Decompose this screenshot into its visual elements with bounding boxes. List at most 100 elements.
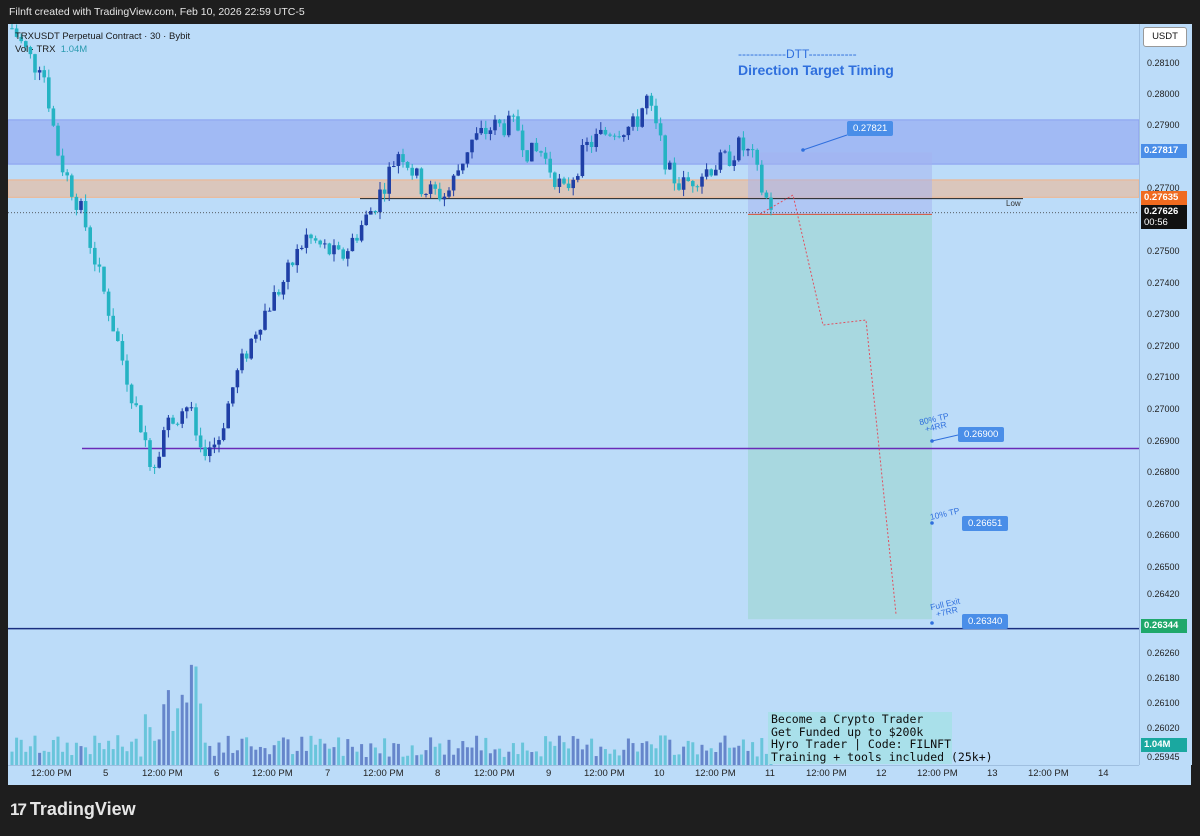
candle-body bbox=[428, 184, 433, 194]
volume-bar bbox=[544, 736, 548, 765]
volume-bar bbox=[93, 735, 97, 765]
candle-body bbox=[364, 214, 368, 226]
volume-bar bbox=[631, 743, 635, 765]
volume-bar bbox=[157, 739, 161, 765]
volume-bar bbox=[291, 754, 295, 765]
candle-body bbox=[456, 170, 460, 176]
position-risk-box bbox=[748, 152, 932, 215]
time-tick: 8 bbox=[435, 768, 441, 779]
tp80-target-tag[interactable]: 0.26900 bbox=[958, 427, 1005, 442]
tag-connector bbox=[802, 134, 848, 151]
volume-bar bbox=[590, 738, 594, 765]
currency-button[interactable]: USDT bbox=[1143, 27, 1187, 47]
volume-bar bbox=[654, 748, 658, 765]
volume-bar bbox=[61, 751, 65, 765]
candle-body bbox=[336, 245, 341, 250]
volume-bar bbox=[222, 752, 226, 765]
volume-bar bbox=[84, 747, 88, 765]
volume-bar bbox=[401, 756, 405, 765]
candle-body bbox=[378, 189, 382, 213]
price-tick: 0.27400 bbox=[1147, 278, 1180, 288]
time-axis[interactable] bbox=[8, 765, 1139, 786]
candle-body bbox=[746, 149, 750, 151]
volume-bar bbox=[97, 742, 101, 765]
price-tick: 0.28000 bbox=[1147, 89, 1180, 99]
tp10-target-tag[interactable]: 0.26651 bbox=[962, 516, 1009, 531]
volume-bar bbox=[530, 752, 534, 765]
volume-bar bbox=[516, 754, 520, 765]
volume-bar bbox=[442, 754, 446, 765]
volume-bar bbox=[162, 704, 166, 765]
position-target-box bbox=[748, 214, 932, 620]
chart-area[interactable] bbox=[8, 24, 1139, 765]
volume-bar bbox=[263, 748, 267, 765]
volume-bar bbox=[636, 751, 640, 765]
price-chart[interactable] bbox=[8, 24, 1139, 765]
countdown-label: 00:56 bbox=[1141, 217, 1187, 229]
volume-bar bbox=[493, 749, 497, 765]
candle-body bbox=[681, 177, 686, 190]
candle-body bbox=[645, 95, 649, 109]
volume-bar bbox=[130, 741, 134, 765]
price-tick: 0.27500 bbox=[1147, 246, 1180, 256]
volume-bar bbox=[498, 748, 502, 765]
volume-bar bbox=[74, 742, 78, 765]
volume-bar bbox=[245, 737, 249, 765]
volume-bar bbox=[148, 727, 152, 765]
volume-bar bbox=[268, 754, 272, 765]
price-tick: 0.26600 bbox=[1147, 530, 1180, 540]
volume-bar bbox=[682, 746, 686, 765]
volume-bar bbox=[378, 753, 382, 765]
candle-body bbox=[714, 169, 718, 176]
volume-bar bbox=[387, 756, 391, 765]
volume-bar bbox=[304, 750, 308, 765]
time-tick: 5 bbox=[103, 768, 109, 779]
candle-body bbox=[649, 95, 654, 106]
symbol-line[interactable]: TRXUSDT Perpetual Contract · 30 · Bybit bbox=[15, 31, 191, 42]
candle-body bbox=[769, 197, 773, 210]
candle-body bbox=[290, 262, 295, 266]
dtt-line1: ------------DTT------------ bbox=[738, 47, 857, 61]
candle-body bbox=[162, 430, 166, 457]
volume-bar bbox=[346, 739, 350, 765]
volume-bar bbox=[507, 751, 511, 765]
creator-text: Filnft created with TradingView.com, Feb… bbox=[9, 6, 305, 18]
candle-body bbox=[700, 176, 704, 187]
volume-bar bbox=[153, 740, 157, 765]
volume-bar bbox=[199, 703, 203, 765]
entry-target-tag[interactable]: 0.27821 bbox=[847, 121, 894, 136]
candle-body bbox=[470, 139, 474, 153]
candle-body bbox=[143, 432, 148, 441]
time-tick: 12:00 PM bbox=[252, 768, 293, 779]
volume-bar bbox=[746, 750, 750, 765]
volume-bar bbox=[231, 752, 235, 765]
vol-label: Vol · TRX bbox=[15, 44, 56, 55]
candle-body bbox=[405, 162, 410, 168]
volume-bar bbox=[373, 747, 377, 765]
volume-bar bbox=[728, 747, 732, 765]
volume-bar bbox=[571, 736, 575, 765]
candle-body bbox=[47, 77, 51, 109]
candle-body bbox=[635, 116, 640, 127]
candle-body bbox=[474, 133, 479, 140]
candle-body bbox=[51, 108, 56, 126]
exit-target-tag[interactable]: 0.26340 bbox=[962, 614, 1009, 629]
time-tick: 12:00 PM bbox=[31, 768, 72, 779]
volume-bar bbox=[672, 754, 676, 765]
candle-body bbox=[718, 152, 723, 170]
volume-bar bbox=[594, 756, 598, 765]
candle-body bbox=[479, 127, 483, 134]
candle-body bbox=[373, 211, 378, 213]
volume-bar bbox=[189, 664, 193, 765]
candle-body bbox=[56, 125, 60, 156]
candle-body bbox=[286, 262, 290, 282]
candle-body bbox=[240, 353, 244, 371]
candle-body bbox=[332, 245, 336, 255]
volume-bar bbox=[38, 752, 42, 765]
candle-body bbox=[254, 334, 258, 339]
volume-bar bbox=[626, 738, 630, 765]
tradingview-logo[interactable]: 17 TradingView bbox=[10, 799, 136, 820]
time-tick: 14 bbox=[1098, 768, 1109, 779]
volume-bar bbox=[309, 735, 313, 765]
chart-legend[interactable]: TRXUSDT Perpetual Contract · 30 · Bybit … bbox=[15, 30, 190, 56]
